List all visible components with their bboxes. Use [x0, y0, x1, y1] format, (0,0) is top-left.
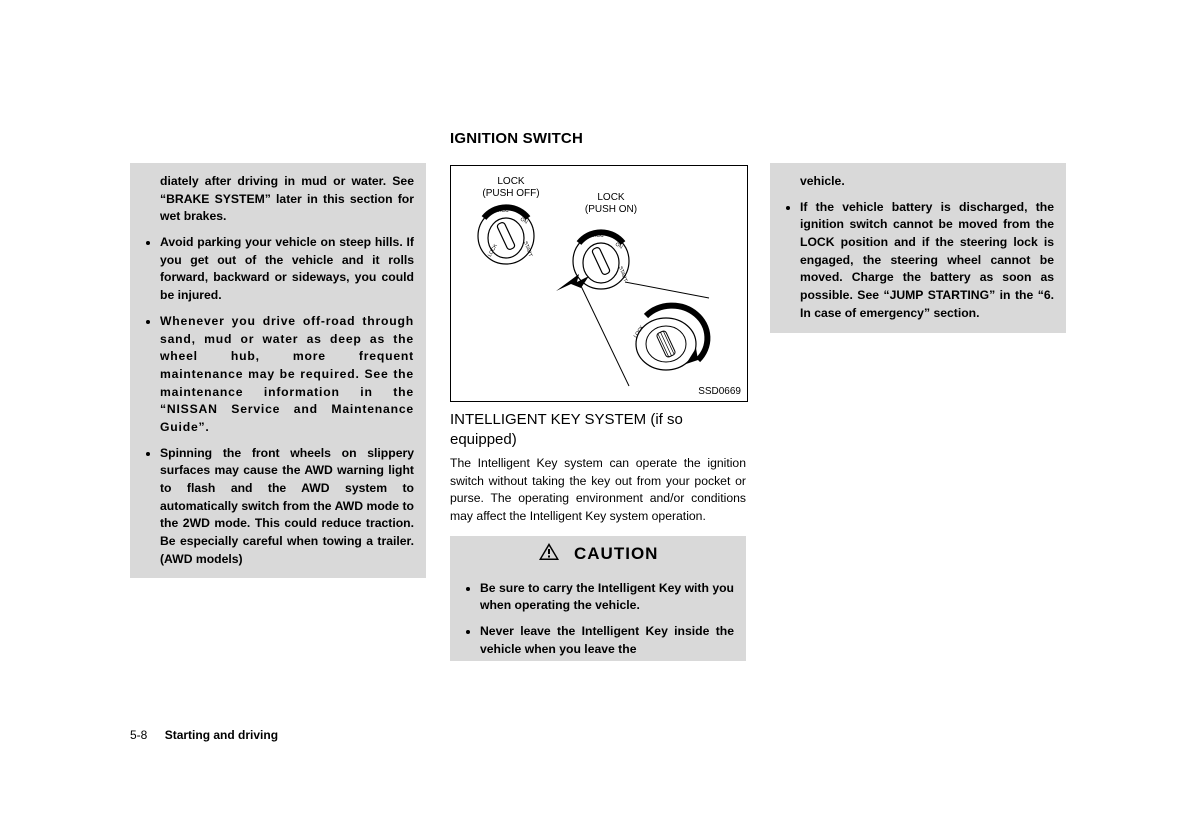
caution-box-right: vehicle. If the vehicle battery is disch… [770, 163, 1066, 333]
warning-triangle-icon [538, 542, 560, 566]
column-2: IGNITION SWITCH LOCK(PUSH OFF) LOCK(PUSH… [450, 130, 746, 661]
svg-text:START: START [522, 241, 533, 258]
svg-text:START: START [617, 266, 628, 283]
list-item: Avoid parking your vehicle on steep hill… [160, 234, 414, 305]
list-item: Spinning the front wheels on slippery su… [160, 445, 414, 569]
column-3: vehicle. If the vehicle battery is disch… [770, 130, 1066, 661]
svg-text:ACC: ACC [498, 208, 509, 214]
caution-box: Be sure to carry the Intelligent Key wit… [450, 572, 746, 661]
caution-list-right: If the vehicle battery is discharged, th… [782, 199, 1054, 323]
manual-page: diately after driving in mud or water. S… [130, 130, 1070, 770]
figure-code: SSD0669 [698, 386, 741, 397]
caution-list: Be sure to carry the Intelligent Key wit… [462, 580, 734, 659]
column-1: diately after driving in mud or water. S… [130, 130, 426, 661]
warning-list-left: Avoid parking your vehicle on steep hill… [142, 234, 414, 568]
list-item: Never leave the Intelligent Key inside t… [480, 623, 734, 658]
page-footer: 5-8 Starting and driving [130, 728, 278, 742]
page-number: 5-8 [130, 728, 147, 742]
continued-text: diately after driving in mud or water. S… [160, 173, 414, 226]
ignition-diagram-svg: LOCK ACC ON START ACC ON START [451, 166, 747, 401]
subheading: INTELLIGENT KEY SYSTEM (if so equipped) [450, 410, 746, 449]
list-item: If the vehicle battery is discharged, th… [800, 199, 1054, 323]
body-paragraph: The Intelligent Key system can operate t… [450, 455, 746, 526]
caution-heading: CAUTION [450, 536, 746, 572]
svg-text:ACC: ACC [593, 233, 604, 239]
caution-label: CAUTION [574, 544, 658, 563]
columns-wrap: diately after driving in mud or water. S… [130, 130, 1070, 661]
footer-section: Starting and driving [165, 728, 278, 742]
ignition-figure: LOCK(PUSH OFF) LOCK(PUSH ON) LOCK ACC ON… [450, 165, 748, 402]
warning-box-left: diately after driving in mud or water. S… [130, 163, 426, 578]
list-item: Whenever you drive off-road through sand… [160, 313, 414, 437]
list-item: Be sure to carry the Intelligent Key wit… [480, 580, 734, 615]
section-title: IGNITION SWITCH [450, 130, 746, 147]
continued-text: vehicle. [800, 173, 1054, 191]
